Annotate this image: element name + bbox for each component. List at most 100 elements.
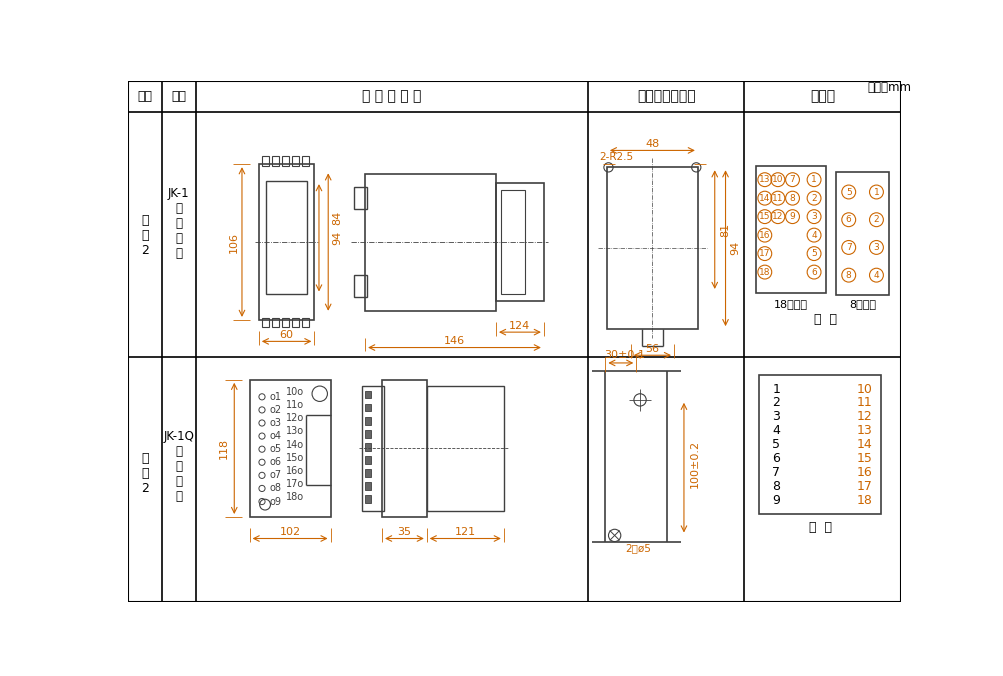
- Text: 端子图: 端子图: [809, 89, 834, 103]
- Text: 14: 14: [758, 193, 769, 203]
- Text: 8: 8: [845, 270, 851, 280]
- Text: 14o: 14o: [286, 439, 304, 450]
- Bar: [758, 375, 881, 514]
- Text: 6: 6: [771, 452, 779, 465]
- Bar: [272, 318, 279, 327]
- Text: 结构: 结构: [172, 90, 187, 103]
- Text: 18: 18: [856, 493, 872, 506]
- Text: 附
图
2: 附 图 2: [140, 452, 148, 496]
- Text: 16: 16: [856, 466, 872, 479]
- Text: 13: 13: [758, 175, 769, 184]
- Bar: [365, 430, 370, 437]
- Text: 35: 35: [397, 527, 411, 537]
- Text: 121: 121: [454, 527, 475, 537]
- Bar: [426, 386, 504, 511]
- Text: 7: 7: [788, 175, 794, 184]
- Text: 1: 1: [810, 175, 816, 184]
- Text: 13o: 13o: [286, 427, 304, 437]
- Text: 7: 7: [771, 466, 779, 479]
- Text: o5: o5: [270, 444, 282, 454]
- Text: 84: 84: [332, 211, 342, 225]
- Text: 15: 15: [856, 452, 872, 465]
- Text: 94: 94: [332, 231, 342, 245]
- Text: 安装开孔尺寸图: 安装开孔尺寸图: [636, 89, 695, 103]
- Text: 6: 6: [845, 215, 851, 224]
- Bar: [365, 456, 370, 464]
- Bar: [250, 380, 330, 517]
- Text: 9: 9: [788, 212, 794, 221]
- Text: 12: 12: [771, 212, 782, 221]
- Text: 15: 15: [758, 212, 769, 221]
- Text: 18: 18: [758, 268, 769, 276]
- Bar: [292, 318, 299, 327]
- Text: 外 形 尺 寸 图: 外 形 尺 寸 图: [362, 89, 421, 103]
- Text: 118: 118: [219, 438, 229, 459]
- Bar: [259, 164, 314, 320]
- Bar: [365, 482, 370, 490]
- Text: 106: 106: [229, 232, 239, 253]
- Text: 56: 56: [645, 344, 659, 354]
- Text: o1: o1: [270, 392, 282, 402]
- Bar: [302, 318, 309, 327]
- Text: o7: o7: [270, 470, 282, 481]
- Bar: [500, 191, 525, 293]
- Bar: [262, 318, 269, 327]
- Text: 3: 3: [873, 243, 879, 252]
- Text: 17o: 17o: [286, 479, 304, 489]
- Text: 60: 60: [280, 330, 293, 340]
- Text: 5: 5: [845, 187, 851, 197]
- Bar: [292, 155, 299, 166]
- Bar: [272, 155, 279, 166]
- Text: 100±0.2: 100±0.2: [689, 440, 699, 488]
- Bar: [365, 443, 370, 451]
- Bar: [365, 404, 370, 412]
- Bar: [282, 318, 289, 327]
- Bar: [365, 174, 495, 310]
- Text: 4: 4: [810, 231, 816, 239]
- Text: 16o: 16o: [286, 466, 304, 476]
- Text: 5: 5: [810, 249, 816, 258]
- Bar: [365, 391, 370, 398]
- Text: 9: 9: [771, 493, 779, 506]
- Text: 124: 124: [509, 321, 530, 331]
- Text: 10o: 10o: [286, 387, 304, 397]
- Bar: [755, 166, 825, 293]
- Text: 17: 17: [758, 249, 769, 258]
- Text: 94: 94: [729, 241, 739, 256]
- Text: 4: 4: [771, 425, 779, 437]
- Bar: [365, 417, 370, 425]
- Text: 1: 1: [873, 187, 879, 197]
- Text: o2: o2: [270, 405, 282, 415]
- Bar: [835, 172, 888, 295]
- Text: 11: 11: [771, 193, 783, 203]
- Bar: [365, 496, 370, 503]
- Text: 18点端子: 18点端子: [773, 299, 807, 309]
- Text: 3: 3: [771, 410, 779, 423]
- Text: 2: 2: [771, 397, 779, 410]
- Text: 2: 2: [810, 193, 816, 203]
- Text: 8: 8: [771, 480, 779, 493]
- Text: o3: o3: [270, 418, 282, 428]
- Text: 16: 16: [758, 231, 769, 239]
- Text: 背  视: 背 视: [813, 313, 837, 327]
- Bar: [382, 380, 426, 517]
- Text: 15o: 15o: [286, 453, 304, 462]
- Text: 5: 5: [771, 438, 779, 451]
- Text: 30±0.1: 30±0.1: [604, 350, 645, 360]
- Text: 13: 13: [856, 425, 872, 437]
- Text: 12: 12: [856, 410, 872, 423]
- Text: 17: 17: [856, 480, 872, 493]
- Text: 10: 10: [856, 383, 872, 395]
- Text: o6: o6: [270, 457, 282, 467]
- Text: 正  视: 正 视: [808, 521, 830, 534]
- Text: 图号: 图号: [137, 90, 152, 103]
- Text: 18o: 18o: [286, 492, 304, 502]
- Text: o8: o8: [270, 483, 282, 493]
- Text: 6: 6: [810, 268, 816, 276]
- Bar: [495, 183, 544, 301]
- Text: 8点端子: 8点端子: [849, 299, 876, 309]
- Text: 146: 146: [443, 337, 464, 346]
- Text: 12o: 12o: [286, 414, 304, 423]
- Text: 2: 2: [873, 215, 879, 224]
- Bar: [365, 469, 370, 477]
